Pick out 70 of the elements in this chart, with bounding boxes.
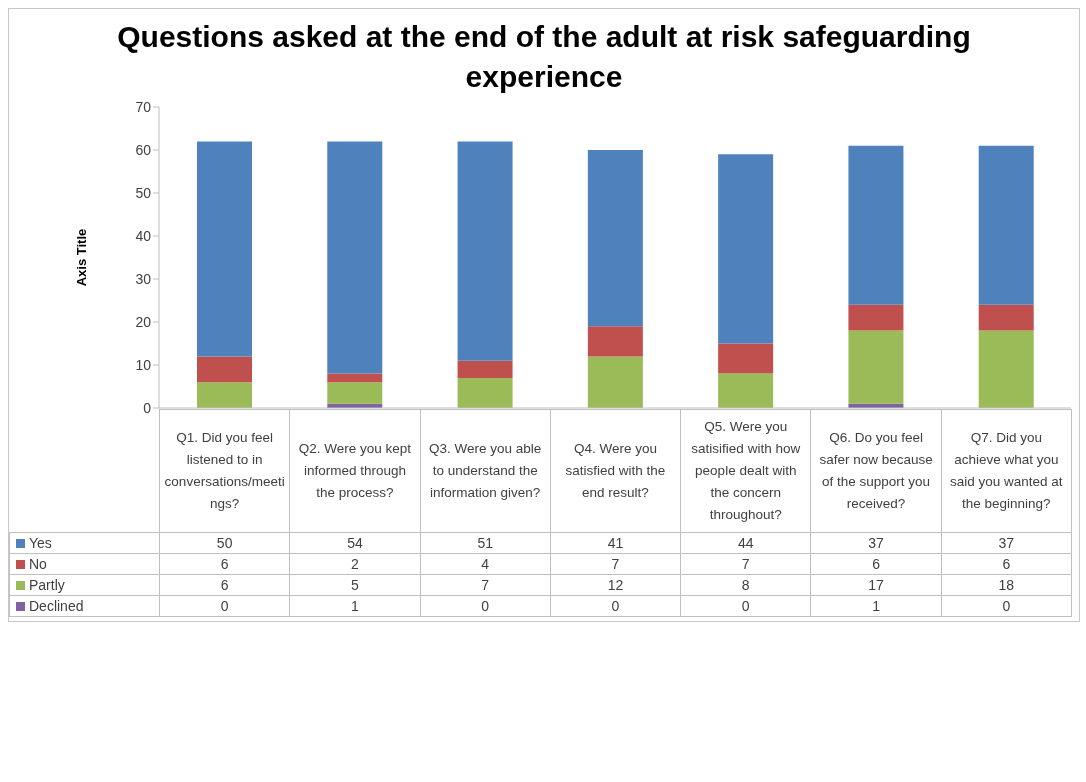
data-label: 18: [941, 574, 1072, 596]
data-label: 5: [289, 574, 421, 596]
x-tick-label: Q6. Do you feel safer now because of the support you received?: [810, 409, 942, 533]
bar: [457, 141, 513, 361]
data-label: 0: [159, 595, 290, 617]
data-label: 2: [289, 553, 421, 575]
x-tick-label: Q5. Were you satisified with how people dealt with the concern throughout?: [680, 409, 811, 533]
legend-label: Yes: [9, 532, 160, 554]
y-tick-label: 20: [135, 313, 152, 330]
bar: [978, 330, 1034, 408]
data-label: 6: [941, 553, 1072, 575]
bar: [587, 150, 643, 327]
bar: [848, 304, 904, 331]
bar: [978, 304, 1034, 331]
data-label: 7: [420, 574, 551, 596]
bar: [327, 382, 383, 404]
bar: [848, 330, 904, 404]
data-label: 6: [159, 574, 290, 596]
x-tick-label: Q2. Were you kept informed through the process?: [289, 409, 421, 533]
data-label: 12: [550, 574, 681, 596]
data-label: 51: [420, 532, 551, 554]
x-tick-label: Q1. Did you feel listened to in conversations/meetings?: [159, 409, 290, 533]
bar: [327, 141, 383, 374]
bar: [457, 360, 513, 378]
y-tick-label: 10: [135, 356, 152, 373]
legend-label: No: [9, 553, 160, 575]
data-label: 8: [680, 574, 811, 596]
y-tick-label: 70: [135, 98, 152, 115]
legend-label: Declined: [9, 595, 160, 617]
data-label: 37: [941, 532, 1072, 554]
data-label: 6: [810, 553, 942, 575]
data-label: 1: [810, 595, 942, 617]
bar: [848, 145, 904, 305]
bar: [197, 356, 252, 383]
y-tick-label: 0: [143, 399, 152, 416]
bar: [587, 326, 643, 357]
bar: [978, 145, 1034, 305]
data-label: 44: [680, 532, 811, 554]
y-tick-label: 30: [135, 270, 152, 287]
bar: [587, 356, 643, 408]
x-tick-label: Q4. Were you satisfied with the end result?: [550, 409, 681, 533]
bar: [718, 343, 774, 374]
bar: [327, 373, 383, 383]
data-label: 54: [289, 532, 421, 554]
data-label: 7: [680, 553, 811, 575]
x-tick-label: Q3. Were you able to understand the information given?: [420, 409, 551, 533]
y-tick-label: 40: [135, 227, 152, 244]
data-label: 0: [941, 595, 1072, 617]
chart-title: Questions asked at the end of the adult at risk safeguarding experience: [116, 19, 972, 95]
data-label: 0: [680, 595, 811, 617]
y-tick-label: 50: [135, 184, 152, 201]
data-label: 17: [810, 574, 942, 596]
data-label: 0: [550, 595, 681, 617]
bar: [197, 141, 252, 357]
data-label: 1: [289, 595, 421, 617]
data-label: 4: [420, 553, 551, 575]
data-label: 50: [159, 532, 290, 554]
bar: [718, 154, 774, 344]
data-label: 6: [159, 553, 290, 575]
y-tick-label: 60: [135, 141, 152, 158]
data-label: 0: [420, 595, 551, 617]
legend-label: Partly: [9, 574, 160, 596]
bar: [197, 382, 252, 408]
data-label: 41: [550, 532, 681, 554]
data-label: 37: [810, 532, 942, 554]
x-tick-label: Q7. Did you achieve what you said you wanted at the beginning?: [941, 409, 1072, 533]
y-axis-title: Axis Title: [73, 228, 89, 287]
bar: [457, 377, 513, 408]
data-label: 7: [550, 553, 681, 575]
bar: [718, 373, 774, 408]
